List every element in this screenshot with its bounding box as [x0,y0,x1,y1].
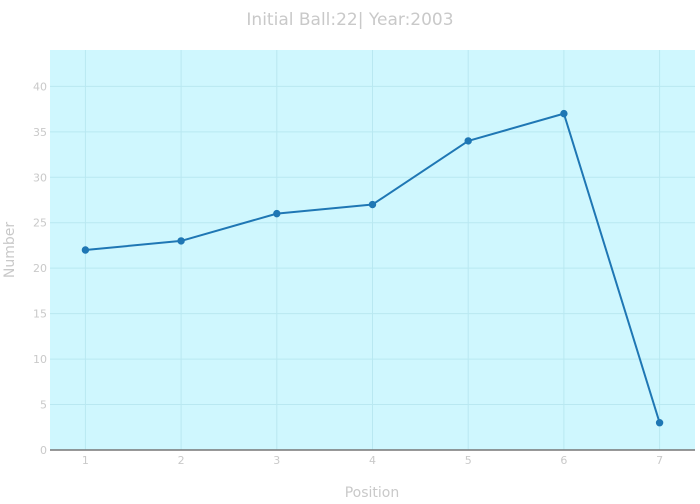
data-point [655,419,664,427]
y-tick-label: 30 [33,171,47,184]
y-tick-label: 0 [40,444,47,457]
y-tick-label: 10 [33,353,47,366]
data-point [464,137,472,145]
y-tick-label: 15 [33,308,47,321]
x-tick-label: 6 [560,454,567,467]
x-tick-label: 5 [465,454,472,467]
data-point [560,109,568,118]
series-layer [81,109,664,427]
x-tick-label: 7 [656,454,663,467]
x-axis-label: Position [345,485,400,500]
y-tick-label: 20 [33,262,47,275]
data-point [81,246,90,254]
chart-title: Initial Ball:22| Year:2003 [246,10,453,30]
y-axis-label: Number [2,222,18,278]
x-tick-label: 1 [82,454,89,467]
data-point [177,237,185,245]
data-point [273,209,281,218]
x-tick-label: 4 [369,454,376,467]
y-tick-label: 25 [33,217,47,230]
y-tick-label: 35 [33,126,47,139]
y-tick-label: 5 [40,399,47,412]
tick-label-layer: 1 2 3 4 5 6 7 0 5 10 15 20 25 30 35 40 [33,80,663,467]
x-tick-label: 3 [273,454,280,467]
x-tick-label: 2 [178,454,185,467]
data-point [368,200,377,209]
y-tick-label: 40 [33,80,47,93]
